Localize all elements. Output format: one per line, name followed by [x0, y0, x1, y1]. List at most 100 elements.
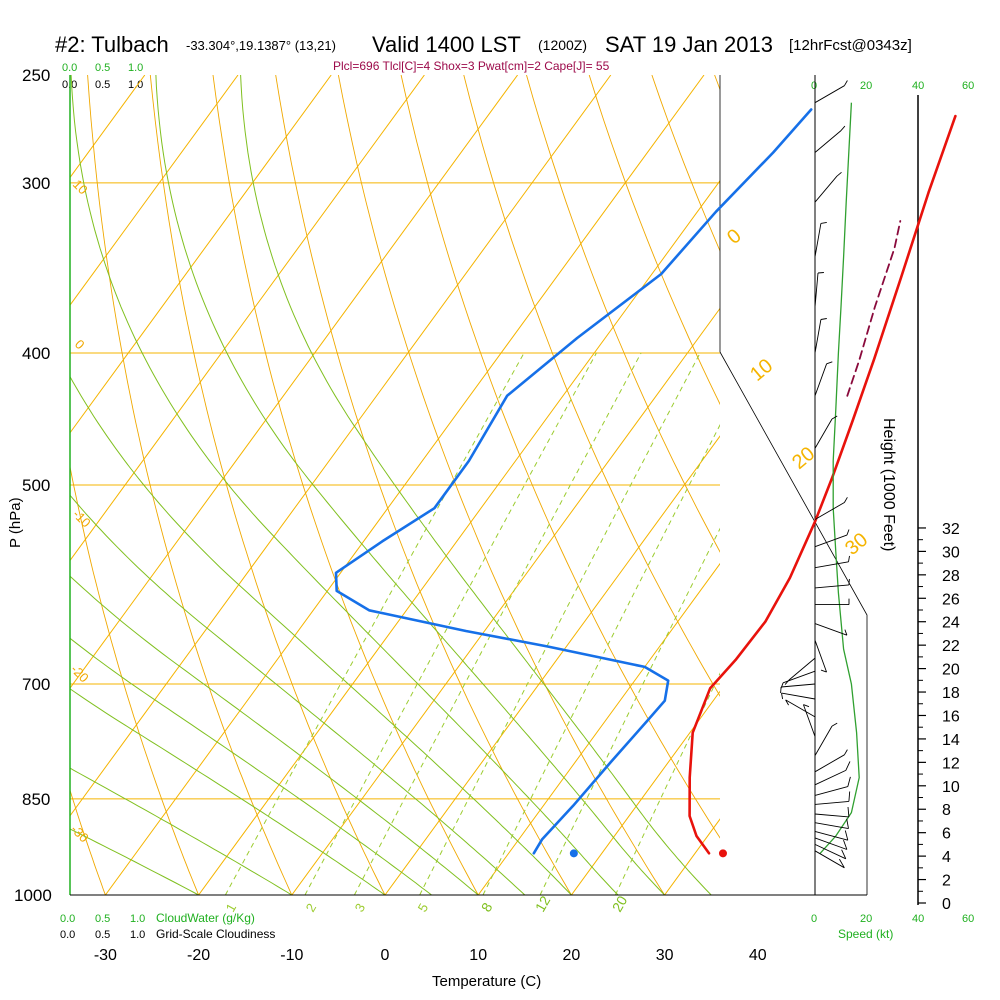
speed-tick-bottom-60: 60 — [962, 913, 974, 925]
mixing-ratio-label: 2 — [303, 901, 320, 915]
wind-barb — [814, 497, 848, 520]
height-tick-label: 14 — [942, 732, 960, 749]
cloudiness-scale-bottom-2: 1.0 — [130, 929, 145, 941]
speed-tick-bottom-20: 20 — [860, 913, 872, 925]
height-tick-label: 24 — [942, 615, 960, 632]
cloudwater-scale-bottom-1: 0.5 — [95, 913, 110, 925]
wind-barb — [814, 850, 845, 869]
wind-barb — [814, 623, 848, 636]
surface-dewpoint-marker — [569, 849, 578, 858]
temperature-tick-label: 10 — [469, 947, 487, 964]
indices-line: Plcl=696 Tlcl[C]=4 Shox=3 Pwat[cm]=2 Cap… — [333, 59, 610, 73]
wind-barb — [814, 791, 851, 805]
temperature-profile-line — [688, 114, 957, 855]
dry-adiabat-label: 10 — [70, 177, 91, 198]
cloudwater-scale-bottom-2: 1.0 — [130, 913, 145, 925]
mixing-ratio-line — [304, 352, 597, 895]
zulu-time: (1200Z) — [538, 37, 587, 53]
dry-adiabat-line — [0, 75, 12, 895]
height-tick-label: 26 — [942, 591, 960, 608]
wind-barb — [814, 830, 849, 841]
moist-adiabat-label: 12 — [532, 893, 554, 915]
forecast-date: SAT 19 Jan 2013 — [605, 32, 773, 57]
station-title: #2: Tulbach — [55, 32, 169, 57]
mixing-ratio-line — [353, 352, 642, 895]
wind-barb — [802, 704, 816, 737]
moist-adiabat-line — [240, 75, 712, 895]
isotherm-line — [477, 562, 720, 895]
dry-adiabat-label: -10 — [70, 507, 94, 531]
valid-time: Valid 1400 LST — [372, 32, 521, 57]
isotherm-line — [291, 307, 720, 895]
forecast-info: [12hrFcst@0343z] — [789, 37, 912, 54]
temperature-tick-label: 30 — [656, 947, 674, 964]
cloudwater-scale-top-2: 1.0 — [128, 62, 143, 74]
mixing-ratio-label: 3 — [352, 901, 369, 915]
dry-adiabat-line — [337, 75, 665, 895]
speed-axis-label: Speed (kt) — [838, 927, 893, 941]
wind-barb — [814, 843, 847, 860]
wind-barb — [814, 415, 838, 449]
wind-barb — [814, 818, 849, 830]
temperature-tick-label: -10 — [280, 947, 303, 964]
wind-barb — [815, 598, 850, 606]
dry-adiabat-line — [463, 75, 720, 697]
pressure-label: 500 — [22, 476, 50, 495]
wind-barb — [814, 221, 827, 257]
wind-barb — [814, 749, 848, 773]
mixing-ratio-line — [539, 527, 720, 895]
cloudwater-scale-top-1: 0.5 — [95, 62, 110, 74]
speed-tick-bottom-40: 40 — [912, 913, 924, 925]
moist-adiabat-label: 20 — [609, 893, 631, 915]
cloudiness-scale-top-1: 0.5 — [95, 79, 110, 91]
temperature-tick-label: 0 — [381, 947, 390, 964]
isotherm-line — [70, 75, 239, 306]
wind-barb — [780, 683, 816, 694]
station-coords: -33.304°,19.1387° (13,21) — [186, 38, 336, 53]
wind-barb — [814, 640, 828, 673]
x-axis-label: Temperature (C) — [432, 973, 541, 990]
cloudwater-label: CloudWater (g/Kg) — [156, 911, 255, 925]
isotherm-line — [198, 179, 720, 895]
pressure-label: 300 — [22, 174, 50, 193]
moist-adiabat-label: 8 — [478, 900, 496, 915]
wind-barb — [785, 699, 816, 718]
speed-tick-top-20: 20 — [860, 80, 872, 92]
wind-barb — [814, 125, 846, 153]
height-tick-label: 22 — [942, 638, 960, 655]
pressure-label: 700 — [22, 675, 50, 694]
wind-barb — [814, 318, 827, 354]
moist-adiabat-line — [70, 494, 526, 895]
temperature-tick-label: -20 — [187, 947, 210, 964]
moist-adiabat-line — [70, 688, 386, 895]
moist-adiabat-line — [155, 75, 665, 895]
isotherm-line — [70, 75, 612, 817]
dry-adiabat-line — [87, 75, 293, 895]
height-tick-label: 10 — [942, 779, 960, 796]
surface-temperature-marker — [718, 849, 727, 858]
mixing-ratio-line — [482, 423, 720, 895]
y-axis-label: P (hPa) — [7, 497, 24, 548]
height-tick-label: 16 — [942, 708, 960, 725]
dry-adiabat-label: -30 — [68, 822, 92, 846]
isotherm-line — [70, 75, 332, 434]
height-tick-label: 18 — [942, 685, 960, 702]
pressure-label: 250 — [22, 66, 50, 85]
wind-speed-profile-line — [819, 102, 860, 854]
wind-barb — [814, 761, 851, 786]
dry-adiabat-line — [70, 788, 106, 895]
speed-tick-bottom-0: 0 — [811, 913, 817, 925]
isotherm-line — [70, 75, 519, 689]
isotherm-label: 0 — [723, 225, 746, 249]
height-tick-label: 28 — [942, 568, 960, 585]
pressure-label: 400 — [22, 344, 50, 363]
height-tick-label: 6 — [942, 826, 951, 843]
wind-barb — [814, 837, 848, 850]
moist-adiabat-line — [70, 75, 619, 895]
wind-barb — [814, 555, 850, 569]
isotherm-line — [70, 75, 425, 562]
wind-barb — [814, 171, 842, 203]
isotherm-label: 10 — [746, 355, 777, 386]
height-tick-label: 30 — [942, 544, 960, 561]
